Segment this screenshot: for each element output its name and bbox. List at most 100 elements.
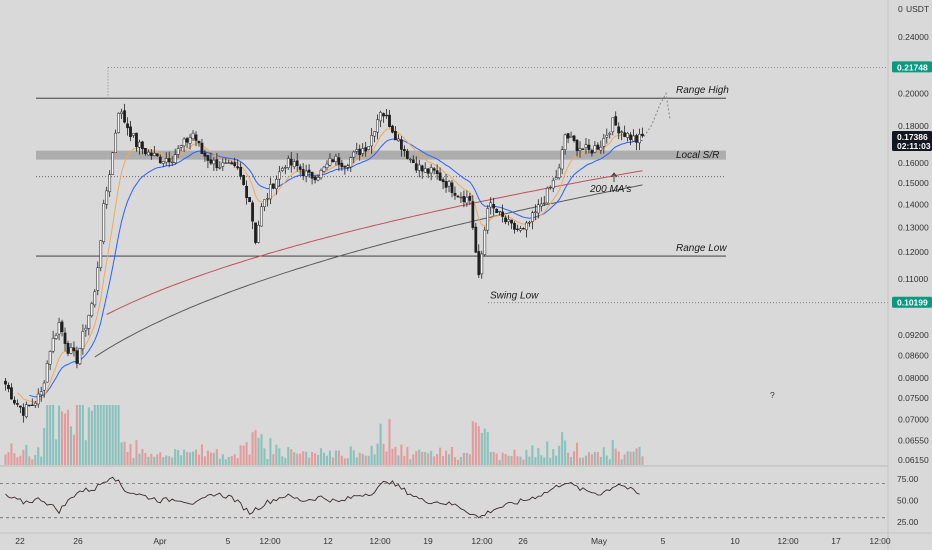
candle-body	[635, 135, 638, 143]
x-tick-label: May	[591, 536, 608, 546]
candle-body	[188, 137, 192, 144]
candle-body	[536, 204, 540, 214]
volume-bar	[442, 456, 445, 465]
volume-bar	[10, 443, 13, 465]
candle-body	[45, 363, 49, 383]
candle-body	[185, 138, 189, 143]
candle-body	[441, 179, 445, 183]
volume-bar	[245, 442, 248, 465]
volume-bar	[415, 451, 418, 465]
volume-bar	[584, 455, 587, 465]
candle-body	[167, 158, 171, 163]
candle-body	[563, 134, 567, 150]
candle-body	[560, 149, 564, 170]
candle-body	[42, 382, 46, 391]
candle-body	[376, 119, 379, 133]
volume-bar	[299, 453, 302, 465]
volume-bar	[7, 452, 10, 465]
volume-bar	[287, 447, 290, 465]
y-tick-label: 0.13000	[898, 222, 929, 232]
candle-body	[435, 170, 439, 174]
volume-bar	[385, 451, 388, 465]
volume-bar	[534, 457, 537, 465]
swing-low-label: Swing Low	[490, 291, 539, 302]
volume-bar	[16, 457, 19, 465]
candle-body	[474, 226, 478, 253]
volume-bar	[159, 452, 162, 465]
candle-body	[179, 145, 183, 148]
volume-bar	[605, 455, 608, 465]
volume-bar	[242, 445, 245, 465]
local-sr-band	[36, 150, 726, 160]
volume-bar	[614, 448, 617, 465]
candle-body	[126, 123, 129, 129]
volume-bar	[269, 438, 272, 465]
candle-body	[114, 132, 118, 154]
volume-bar	[453, 457, 457, 465]
volume-bar	[180, 455, 183, 465]
candle-body	[402, 149, 406, 151]
volume-bar	[22, 449, 25, 465]
candle-body	[569, 135, 573, 138]
candle-body	[453, 192, 457, 196]
candle-body	[367, 146, 371, 150]
volume-bar	[174, 449, 177, 465]
y-tick-label: 0.16000	[898, 158, 929, 168]
candle-body	[99, 240, 103, 268]
volume-bar	[37, 447, 40, 465]
volume-bar	[78, 405, 81, 465]
candle-body	[608, 133, 612, 135]
volume-bar	[352, 450, 355, 465]
candle-body	[542, 202, 546, 205]
candle-body	[200, 142, 204, 155]
candle-body	[289, 158, 293, 166]
volume-bar	[102, 405, 105, 465]
volume-bar	[376, 443, 379, 465]
candle-body	[209, 159, 213, 164]
volume-bar	[212, 452, 215, 465]
candle-body	[519, 228, 522, 231]
volume-bar	[206, 450, 209, 465]
volume-bar	[513, 449, 516, 465]
volume-bar	[147, 456, 150, 465]
local-sr-label: Local S/R	[676, 150, 719, 161]
candle-body	[391, 125, 394, 133]
volume-bar	[275, 444, 278, 465]
x-tick-label: 10	[730, 536, 740, 546]
volume-bar	[227, 457, 230, 465]
candle-body	[274, 179, 278, 190]
candle-body	[18, 405, 22, 408]
x-tick-label: 17	[831, 536, 841, 546]
volume-bar	[239, 445, 242, 465]
candle-body	[334, 156, 338, 162]
candle-body	[260, 206, 263, 227]
candle-body	[530, 212, 534, 222]
volume-bar	[251, 432, 254, 465]
volume-bar	[197, 454, 201, 465]
volume-bar	[114, 405, 117, 465]
candle-body	[438, 172, 442, 181]
volume-bar	[394, 446, 397, 465]
volume-bar	[590, 454, 593, 465]
top-axis-label: 0	[898, 4, 903, 14]
candle-body	[203, 152, 207, 157]
volume-bar	[522, 459, 525, 465]
volume-bar	[317, 455, 320, 465]
volume-bar	[629, 451, 632, 465]
volume-bar	[52, 405, 55, 465]
volume-bar	[364, 455, 367, 465]
candle-body	[51, 337, 55, 352]
volume-bar	[519, 456, 522, 465]
volume-bar	[421, 451, 424, 465]
volume-bar	[400, 444, 403, 465]
y-tick-label: 0.12000	[898, 247, 929, 257]
candle-body	[361, 148, 365, 154]
volume-bar	[501, 452, 504, 465]
candle-body	[465, 196, 469, 204]
volume-bar	[96, 405, 99, 465]
price-badge	[892, 130, 932, 151]
candle-body	[129, 126, 132, 137]
volume-bar	[126, 451, 129, 465]
